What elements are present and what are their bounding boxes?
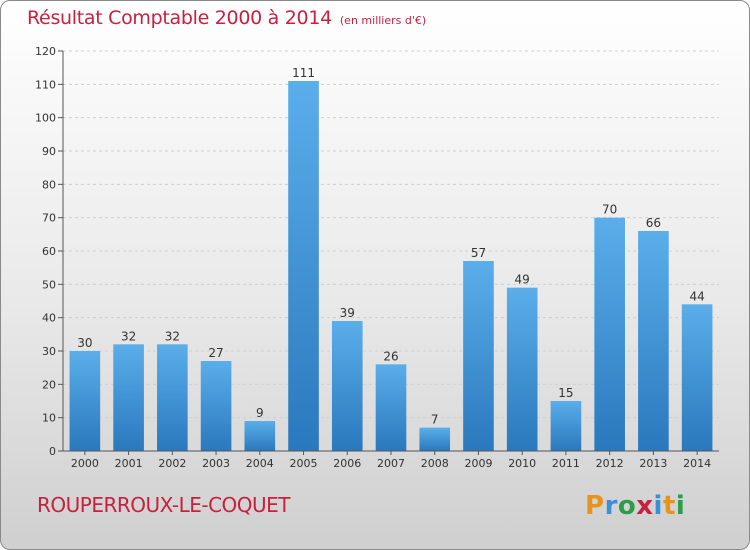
y-tick-label: 120 (35, 45, 56, 58)
bar (550, 401, 582, 451)
x-tick-label: 2003 (202, 457, 230, 470)
bar (69, 351, 101, 451)
y-tick-label: 0 (49, 445, 56, 458)
x-tick-label: 2004 (246, 457, 274, 470)
bar-value-label: 111 (292, 66, 315, 80)
axes: 0 10 20 30 40 50 60 70 80 90 100 110 120 2000 2001 2002… (35, 45, 719, 470)
x-tick-label: 2001 (115, 457, 143, 470)
x-tick-label: 2008 (421, 457, 449, 470)
y-tick-label: 10 (42, 412, 56, 425)
bar-value-label: 27 (208, 346, 223, 360)
proxiti-logo: Proxiti (585, 491, 685, 521)
logo-letter: r (604, 491, 618, 521)
x-tick-label: 2013 (639, 457, 667, 470)
bar-value-label: 66 (646, 216, 661, 230)
y-tick-label: 40 (42, 312, 56, 325)
logo-letter: t (662, 491, 676, 521)
x-tick-label: 2000 (71, 457, 99, 470)
bar (419, 427, 451, 451)
bar (375, 364, 407, 451)
logo-letter: o (617, 491, 637, 521)
bar-value-label: 32 (165, 329, 180, 343)
bar-value-label: 49 (515, 273, 530, 287)
bar (200, 361, 232, 451)
chart-title-unit: (en milliers d'€) (339, 14, 427, 27)
x-tick-label: 2010 (508, 457, 536, 470)
x-tick-label: 2012 (596, 457, 624, 470)
logo-letter: i (675, 491, 686, 521)
logo-letter: i (653, 491, 663, 521)
bar-value-label: 32 (121, 329, 136, 343)
x-tick-label: 2009 (464, 457, 492, 470)
y-tick-label: 30 (42, 345, 56, 358)
bar (681, 304, 713, 451)
bar-value-label: 44 (689, 289, 704, 303)
bar (594, 217, 625, 451)
x-tick-label: 2005 (290, 457, 318, 470)
commune-name: ROUPERROUX-LE-COQUET (37, 493, 291, 517)
bar-value-label: 7 (431, 413, 439, 427)
x-tick-label: 2014 (683, 457, 711, 470)
bar (288, 81, 319, 451)
y-tick-label: 80 (42, 178, 56, 191)
bar-value-label: 39 (340, 306, 355, 320)
bar-value-label: 70 (602, 203, 617, 217)
bar-value-label: 30 (77, 336, 92, 350)
x-tick-label: 2007 (377, 457, 405, 470)
chart-title: Résultat Comptable 2000 à 2014 (en millie… (27, 7, 426, 29)
bar-value-label: 26 (383, 349, 398, 363)
bar-value-label: 15 (558, 386, 573, 400)
x-tick-label: 2006 (333, 457, 361, 470)
y-tick-label: 70 (42, 212, 56, 225)
y-tick-label: 100 (35, 112, 56, 125)
bar (157, 344, 188, 451)
bar (506, 287, 538, 451)
x-tick-label: 2002 (158, 457, 186, 470)
bar (463, 261, 494, 451)
logo-letter: P (585, 491, 605, 521)
y-tick-label: 50 (42, 278, 56, 291)
bars: 30 32 32 27 9 111 39 26 7 57 49 15 70 66 44 (69, 66, 713, 451)
y-tick-label: 60 (42, 245, 56, 258)
logo-letter: x (636, 491, 654, 521)
bar (244, 421, 276, 451)
bar (638, 231, 669, 451)
chart-title-text: Résultat Comptable 2000 à 2014 (27, 7, 332, 29)
bar (113, 344, 144, 451)
bar-value-label: 9 (256, 406, 264, 420)
x-tick-label: 2011 (552, 457, 580, 470)
y-tick-label: 20 (42, 378, 56, 391)
y-tick-label: 110 (35, 78, 56, 91)
y-tick-label: 90 (42, 145, 56, 158)
bar-value-label: 57 (471, 246, 486, 260)
bar (331, 321, 363, 451)
